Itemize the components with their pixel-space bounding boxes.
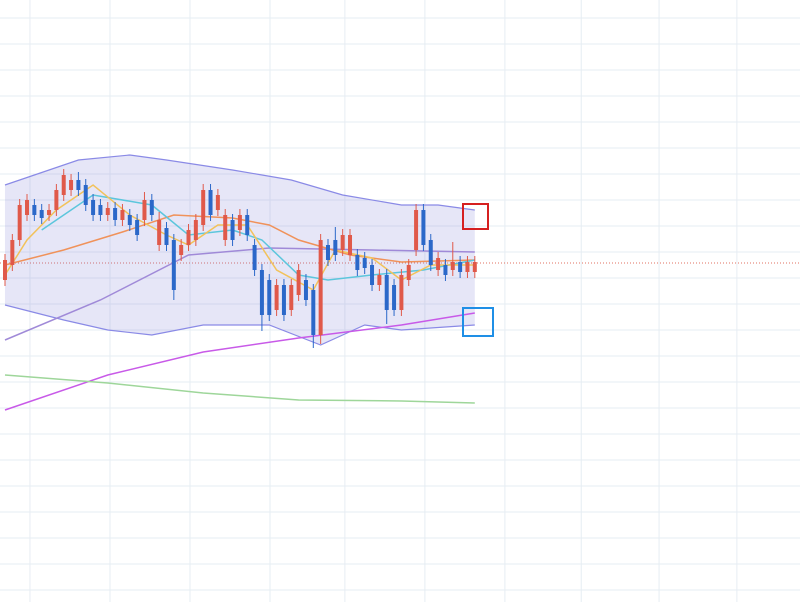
ma-line (4, 374, 475, 404)
candles (2, 169, 477, 348)
candle-body (25, 200, 30, 215)
candle-body (274, 285, 279, 310)
candle-body (384, 275, 389, 310)
candle-body (215, 195, 220, 210)
ma-line (4, 214, 475, 266)
candle-body (17, 205, 22, 240)
candle-body (69, 180, 74, 190)
candle-body (259, 270, 264, 315)
candle-body (377, 275, 382, 285)
candle-body (39, 210, 44, 218)
candle-body (135, 220, 140, 235)
candle-body (362, 258, 367, 268)
candle-body (10, 240, 15, 265)
candle-body (76, 180, 81, 190)
candle-body (311, 290, 316, 335)
candle-body (193, 220, 198, 240)
ma-line (4, 312, 475, 411)
candle-body (428, 240, 433, 265)
candle-body (164, 228, 169, 245)
candle-body (443, 265, 448, 275)
candle-body (472, 262, 477, 272)
candle-body (458, 262, 463, 272)
candle-body (421, 210, 426, 245)
candle-body (252, 245, 257, 270)
candle-body (208, 190, 213, 215)
candle-body (2, 260, 7, 280)
candle-body (355, 255, 360, 270)
candle-body (267, 280, 272, 315)
candle-body (223, 215, 228, 240)
candle-body (340, 235, 345, 250)
candle-body (370, 265, 375, 285)
candle-body (399, 275, 404, 310)
candle-body (414, 210, 419, 250)
candle-body (120, 210, 125, 220)
candle-body (333, 240, 338, 255)
candle-body (142, 200, 147, 220)
candle-body (450, 262, 455, 270)
candle-body (281, 285, 286, 315)
alert-box-low (462, 307, 494, 337)
candle-body (127, 215, 132, 225)
candle-body (61, 175, 66, 195)
candle-body (230, 220, 235, 240)
candle-body (289, 285, 294, 310)
candle-body (179, 245, 184, 255)
candle-body (83, 185, 88, 205)
candle-body (91, 200, 96, 215)
candle-body (32, 205, 37, 215)
candle-body (113, 208, 118, 220)
candle-body (348, 235, 353, 255)
alert-box-high (462, 203, 489, 230)
candle-body (465, 262, 470, 272)
candle-body (318, 240, 323, 335)
band-upper (4, 154, 475, 211)
candle-body (54, 190, 59, 210)
candle-body (47, 210, 52, 215)
candle-body (201, 190, 206, 225)
ma-line (4, 247, 475, 341)
candle-body (392, 285, 397, 310)
candle-body (157, 220, 162, 245)
candle-body (186, 230, 191, 245)
candle-body (105, 208, 110, 215)
candle-body (98, 205, 103, 215)
candle-body (406, 265, 411, 280)
candle-body (149, 200, 154, 215)
candle-body (303, 280, 308, 300)
candle-body (245, 215, 250, 235)
ma-line (41, 194, 475, 281)
candle-body (436, 258, 441, 270)
candle-body (171, 240, 176, 290)
candle-body (325, 245, 330, 260)
candle-body (237, 215, 242, 230)
candle-body (296, 270, 301, 295)
